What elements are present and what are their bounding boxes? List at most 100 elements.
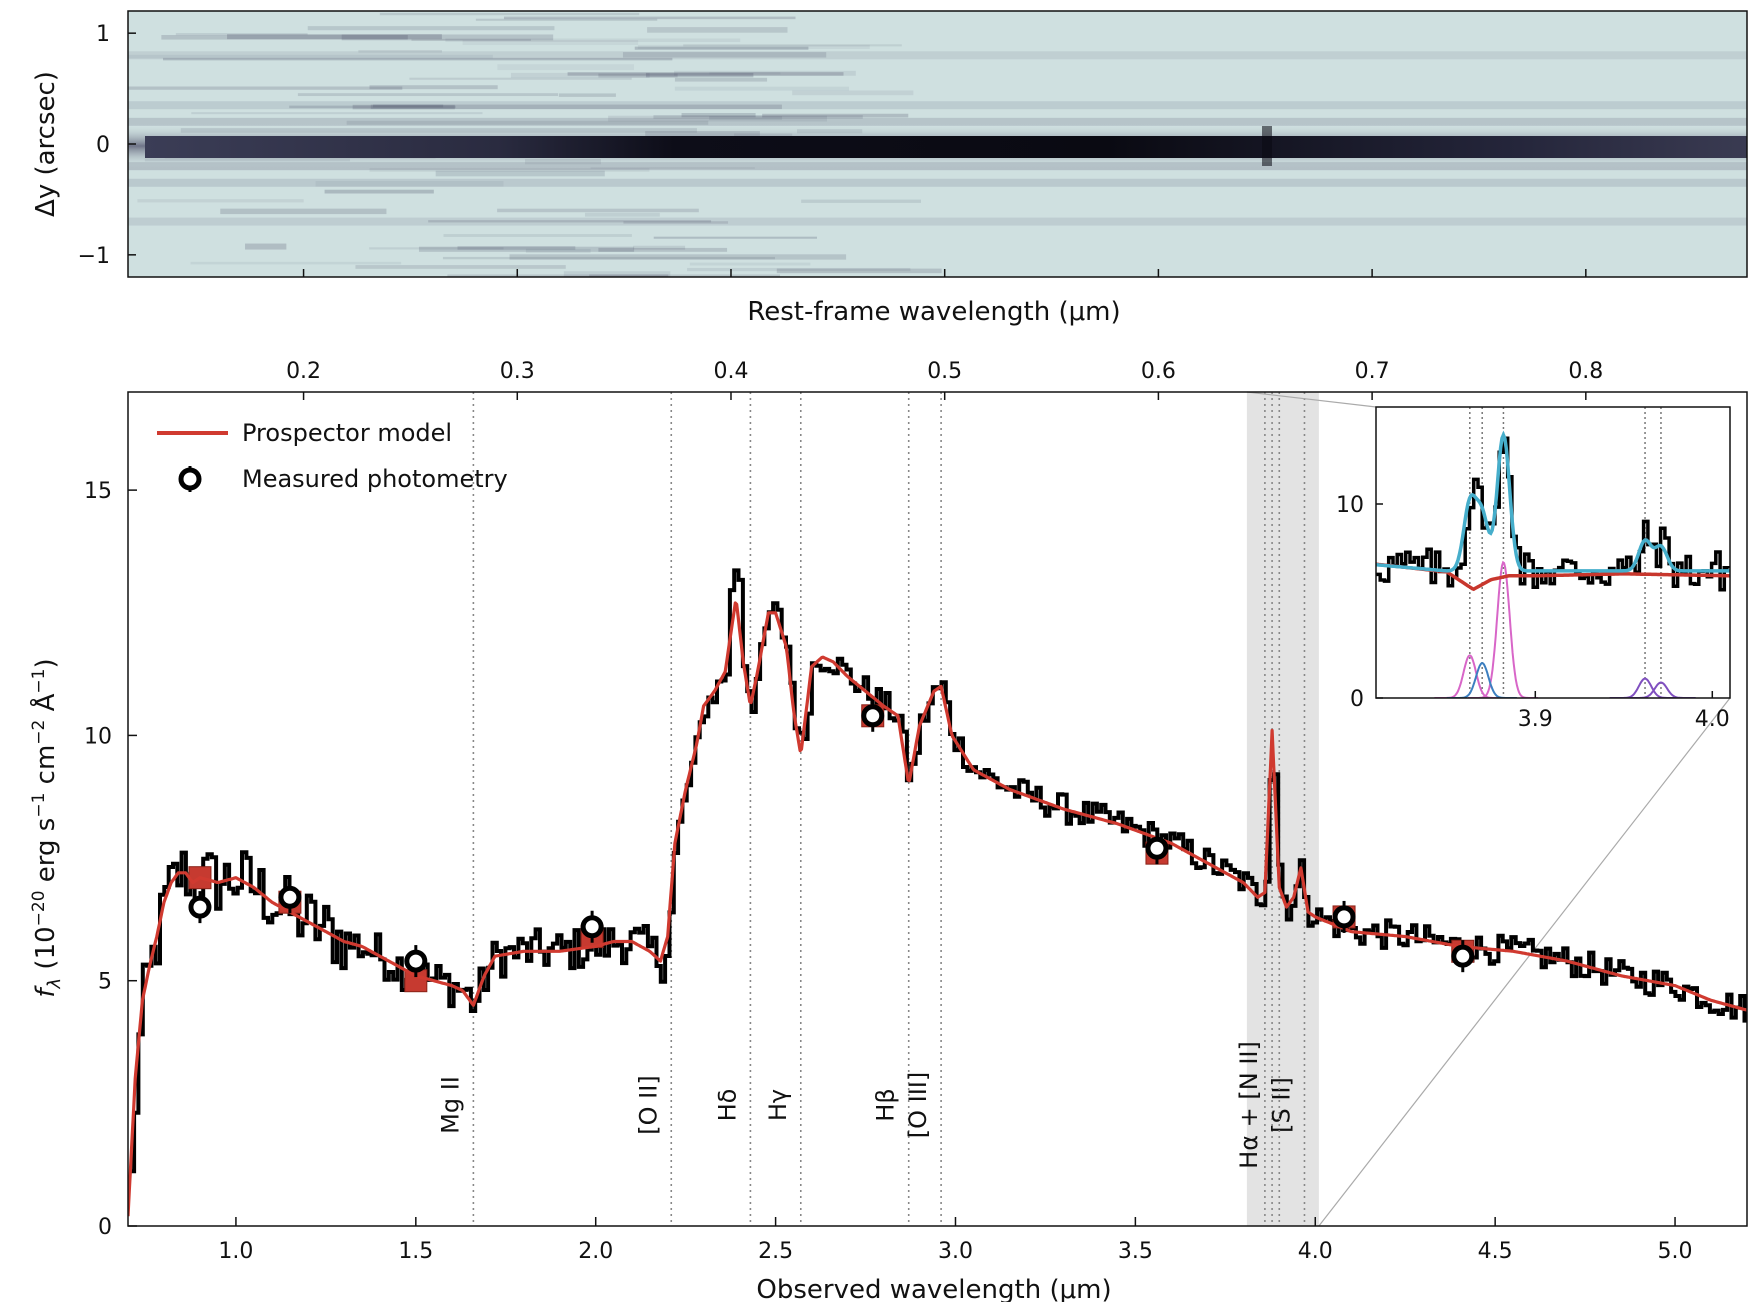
inset-x-tick-label: 4.0 — [1695, 707, 1730, 732]
noise-stripe — [558, 93, 616, 97]
noise-stripe — [442, 256, 775, 260]
noise-stripe — [674, 70, 856, 76]
noise-stripe — [622, 52, 827, 58]
noise-stripe — [447, 274, 781, 277]
noise-stripe — [653, 236, 818, 239]
noise-stripe — [435, 170, 605, 177]
noise-stripe — [509, 254, 847, 260]
noise-stripe — [175, 33, 308, 36]
noise-band — [128, 51, 1747, 60]
emission-line-markers: Mg II [O II] Hδ Hγ Hβ [O III] Hα + [N II] [S II… — [436, 392, 1306, 1226]
y-tick-label: −1 — [78, 244, 110, 269]
photometry-point — [1332, 905, 1356, 929]
noise-stripe — [411, 38, 531, 42]
noise-stripe — [776, 268, 942, 274]
noise-stripe — [709, 116, 783, 120]
noise-stripe — [443, 234, 632, 237]
noise-stripe — [683, 44, 902, 47]
y-tick-label: 0 — [96, 133, 110, 158]
noise-stripe — [792, 90, 914, 96]
gaussian-component — [1434, 654, 1505, 698]
noise-stripe — [475, 18, 658, 21]
x-tick-label: 2.5 — [758, 1239, 793, 1264]
zoom-connector — [1318, 697, 1731, 1227]
zoom-connector — [1246, 391, 1377, 408]
spectrum-2d-x-ticks — [302, 269, 1587, 277]
emission-line-label: Hβ — [872, 1088, 900, 1121]
noise-stripe — [462, 40, 639, 46]
photometry-point — [861, 704, 885, 728]
emission-line-label: [S II] — [1267, 1077, 1295, 1133]
noise-stripe — [373, 104, 444, 108]
noise-stripe — [647, 27, 788, 33]
gaussian-component — [1609, 677, 1680, 698]
x-tick-label: 5.0 — [1658, 1239, 1693, 1264]
inset-y-tick-label: 10 — [1336, 493, 1364, 518]
photometry-point — [188, 895, 212, 919]
rest-frame-top-axis: 0.2 0.3 0.4 0.5 0.6 0.7 0.8 — [286, 359, 1603, 400]
noise-stripe — [369, 168, 650, 172]
inset-background — [1376, 407, 1730, 698]
noise-stripe — [689, 262, 811, 266]
x-tick-label: 3.0 — [938, 1239, 973, 1264]
emission-line-label: Mg II — [436, 1076, 464, 1134]
noise-stripe — [428, 220, 712, 223]
spectrum-2d-y-label: Δy (arcsec) — [31, 71, 61, 217]
noise-stripe — [418, 246, 635, 252]
inset-y-tick-label: 0 — [1350, 687, 1364, 712]
noise-stripe — [623, 221, 729, 224]
noise-stripe — [369, 247, 504, 250]
noise-stripe — [598, 73, 678, 78]
noise-stripe — [633, 245, 686, 250]
rest-tick-label: 0.8 — [1568, 359, 1603, 384]
main-spectrum-panel: Mg II [O II] Hδ Hγ Hβ [O III] Hα + [N II] [S II… — [29, 359, 1748, 1302]
emission-line-label: Hδ — [713, 1089, 741, 1122]
rest-tick-label: 0.7 — [1355, 359, 1390, 384]
y-tick-label: 5 — [98, 970, 112, 995]
noise-stripe — [352, 104, 455, 110]
x-tick-label: 1.5 — [398, 1239, 433, 1264]
gaussian-component — [1625, 681, 1696, 698]
noise-stripe — [409, 77, 632, 80]
x-tick-label: 1.0 — [218, 1239, 253, 1264]
noise-stripe — [567, 72, 844, 76]
main-frame — [127, 391, 1748, 1227]
noise-stripe — [379, 12, 640, 16]
legend-photometry-label: Measured photometry — [242, 465, 508, 493]
noise-stripe — [687, 267, 911, 272]
noise-stripe — [510, 72, 650, 78]
noise-stripe — [220, 208, 387, 215]
inset-panel: 3.9 4.0 0 10 — [1336, 406, 1731, 732]
emission-line-label: [O II] — [634, 1075, 662, 1134]
noise-stripe — [634, 46, 809, 50]
noise-stripe — [525, 248, 591, 253]
rest-tick-label: 0.4 — [713, 359, 748, 384]
noise-stripe — [681, 113, 756, 118]
noise-stripe — [289, 105, 456, 109]
noise-stripe — [598, 247, 728, 252]
inset-zoom-connectors — [1246, 391, 1731, 1227]
x-tick-label: 2.0 — [578, 1239, 613, 1264]
noise-stripe — [503, 16, 796, 20]
noise-stripe — [355, 265, 566, 269]
inset-total-fit-line — [1376, 430, 1730, 573]
noise-stripe — [346, 120, 709, 125]
rest-tick-label: 0.2 — [286, 359, 321, 384]
rest-tick-label: 0.5 — [927, 359, 962, 384]
noise-stripe — [190, 261, 402, 265]
noise-stripe — [324, 189, 434, 194]
noise-stripe — [191, 112, 483, 115]
noise-stripe — [645, 72, 754, 78]
emission-line-label: [O III] — [904, 1072, 932, 1138]
noise-stripe — [161, 34, 408, 40]
noise-stripe — [674, 86, 850, 91]
photometry-point — [1145, 836, 1169, 860]
main-x-axis: 1.0 1.5 2.0 2.5 3.0 3.5 4.0 4.5 5.0 — [218, 1217, 1693, 1264]
photometry-point — [1451, 944, 1475, 968]
y-tick-label: 15 — [84, 479, 112, 504]
photometry-point — [404, 949, 428, 973]
inset-frame — [1375, 406, 1731, 699]
emission-line-label: Hα + [N II] — [1235, 1041, 1263, 1169]
spectrum-2d-trace — [145, 136, 1747, 158]
